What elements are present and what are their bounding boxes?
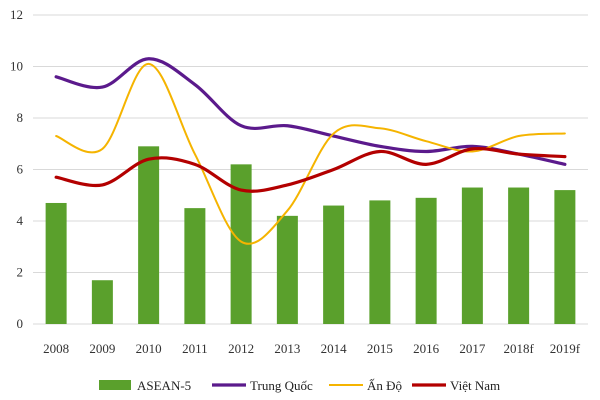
bar-2018f: [508, 187, 530, 324]
x-tick-label: 2008: [43, 341, 69, 356]
line-layer: [54, 57, 567, 245]
y-axis-ticks: 0 2 4 6 8 10 12: [10, 7, 24, 331]
x-tick-label: 2010: [136, 341, 162, 356]
bar-2013: [276, 215, 298, 324]
x-tick-label: 2013: [274, 341, 300, 356]
bar-layer: [45, 146, 576, 324]
y-tick-label: 10: [10, 59, 23, 74]
x-tick-label: 2016: [413, 341, 440, 356]
grid-layer: [33, 14, 588, 325]
x-tick-label: 2009: [89, 341, 115, 356]
x-axis-ticks: 2008 2009 2010 2011 2012 2013 2014 2015 2016 2017…: [43, 341, 581, 356]
legend-swatch: [99, 380, 131, 390]
bar-2008: [45, 202, 67, 324]
bar-2015: [369, 200, 391, 324]
y-tick-label: 12: [10, 7, 23, 22]
bar-2016: [415, 197, 437, 324]
x-tick-label: 2012: [228, 341, 254, 356]
legend-item-2: Ấn Độ: [329, 378, 402, 393]
legend-item-1: Trung Quốc: [212, 378, 313, 393]
bar-2014: [323, 205, 345, 324]
bar-2019f: [554, 190, 576, 324]
x-tick-label: 2014: [321, 341, 348, 356]
y-tick-label: 6: [17, 162, 24, 177]
y-tick-label: 2: [17, 265, 24, 280]
bar-2009: [91, 280, 113, 324]
series-line-2: [55, 62, 566, 245]
legend-label: ASEAN-5: [137, 378, 191, 393]
bar-2010: [138, 146, 160, 324]
y-tick-label: 0: [17, 316, 24, 331]
bar-2012: [230, 164, 252, 324]
x-tick-label: 2017: [459, 341, 486, 356]
legend-item-0: ASEAN-5: [99, 378, 191, 393]
x-tick-label: 2011: [182, 341, 208, 356]
bar-2017: [461, 187, 483, 324]
series-line-3: [54, 146, 567, 193]
legend-label: Trung Quốc: [250, 378, 313, 393]
legend-item-3: Việt Nam: [412, 378, 500, 393]
legend-label: Ấn Độ: [367, 378, 402, 393]
series-line-1: [54, 57, 567, 166]
y-tick-label: 4: [17, 213, 24, 228]
x-tick-label: 2018f: [503, 341, 534, 356]
bar-2011: [184, 208, 206, 324]
y-tick-label: 8: [17, 110, 24, 125]
x-tick-label: 2015: [367, 341, 393, 356]
x-tick-label: 2019f: [550, 341, 581, 356]
legend: ASEAN-5 Trung Quốc Ấn Độ Việt Nam: [99, 378, 500, 393]
legend-label: Việt Nam: [450, 378, 500, 393]
